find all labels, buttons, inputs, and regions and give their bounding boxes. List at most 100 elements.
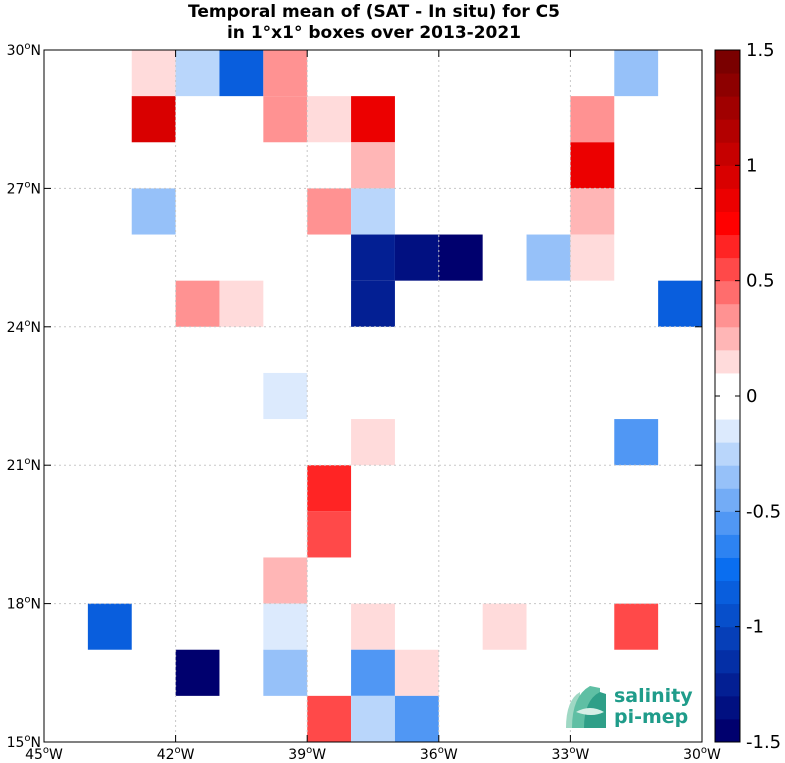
heatmap-cell [351,234,395,281]
x-tick-label: 33oW [552,745,590,763]
colorbar-segment [715,695,740,720]
x-tick-label: 42oW [157,745,195,763]
colorbar-segment [715,557,740,582]
heatmap-cell [394,695,439,742]
heatmap-cell [526,234,571,281]
colorbar-segment [715,649,740,674]
colorbar-segment [715,419,740,443]
colorbar-segment [715,672,740,697]
x-axis: 45oW 42oW 39oW 36oW 33oW 30oW [25,50,721,763]
heatmap-cell [263,603,308,650]
y-tick-label: 18oN [7,595,41,613]
colorbar-tick-label: -0.5 [746,501,781,522]
colorbar: 1.5 1 0.5 0 -0.5 -1 -1.5 [714,40,781,753]
heatmap-cell [219,280,264,327]
logo-text-line-2: pi-mep [614,706,688,728]
colorbar-segment [715,465,740,489]
colorbar-segment [715,119,740,143]
colorbar-tick-label: 0.5 [746,271,775,292]
wave-icon [566,686,606,728]
heatmap-cell [307,511,352,558]
heatmap-cell [351,419,395,466]
data-cells [87,50,702,742]
heatmap-cell [307,695,352,742]
heatmap-cell [263,372,308,420]
colorbar-segment [715,372,740,397]
heatmap-cell [438,234,483,281]
logo-text-line-1: salinity [614,685,693,707]
y-tick-label: 21oN [7,456,41,474]
heatmap-cell [351,142,395,189]
colorbar-segment [715,326,740,351]
y-tick-label: 30oN [7,41,41,59]
colorbar-segment [715,96,740,120]
colorbar-tick-label: 1 [746,155,757,176]
chart-title-line-2: in 1°x1° boxes over 2013-2021 [227,23,521,43]
heatmap-cell [307,96,352,143]
colorbar-segment [715,534,740,558]
colorbar-segment [715,511,740,535]
colorbar-segment [715,603,740,628]
colorbar-segment [715,73,740,97]
colorbar-tick-label: -1 [746,617,764,638]
colorbar-tick-label: -1.5 [746,732,781,753]
y-axis: 15oN 18oN 21oN 24oN 27oN 30oN [7,41,702,751]
heatmap-cell [394,234,439,281]
heatmap-cell [351,695,395,742]
heatmap-cell [351,280,395,327]
heatmap-cell [175,50,220,97]
salinity-pimep-logo: salinity pi-mep [566,685,693,728]
heatmap-cell [263,50,308,97]
colorbar-segment [715,580,740,605]
heatmap-cell [614,419,659,466]
colorbar-segment [715,211,740,236]
colorbar-tick-label: 0 [746,386,757,407]
colorbar-segment [715,303,740,328]
heatmap-cell [131,96,176,143]
heatmap-cell [570,188,615,235]
heatmap-cell [351,188,395,235]
heatmap-cell [175,280,220,327]
heatmap-cell [219,50,264,97]
colorbar-segment [715,718,740,743]
heatmap-cell [175,649,220,696]
heatmap-cell [351,96,395,143]
heatmap-cell [263,649,308,696]
heatmap-cell [263,557,308,604]
x-tick-label: 36oW [420,745,458,763]
colorbar-segment [715,165,740,189]
heatmap-cell [351,649,395,696]
heatmap-cell [307,465,352,512]
colorbar-segment [715,442,740,466]
heatmap-cell [482,603,527,650]
heatmap-cell [351,603,395,650]
x-tick-label: 45oW [25,745,63,763]
heatmap-cell [570,96,615,143]
heatmap-cell [614,50,659,97]
heatmap-cell [131,50,176,97]
colorbar-segment [715,257,740,282]
colorbar-segment [715,188,740,212]
heatmap-cell [263,96,308,143]
chart-title-line-1: Temporal mean of (SAT - In situ) for C5 [188,2,560,22]
heatmap-cell [658,280,702,327]
colorbar-segment [715,349,740,374]
heatmap-cell [614,603,659,650]
y-tick-label: 15oN [7,733,41,751]
heatmap-cell [394,649,439,696]
colorbar-tick-label: 1.5 [746,40,775,61]
colorbar-segment [715,280,740,305]
plot-frame [43,49,703,743]
colorbar-segment [715,626,740,651]
x-tick-label: 30oW [683,745,721,763]
colorbar-segment [715,142,740,166]
heatmap-cell [570,234,615,281]
colorbar-segment [715,396,740,420]
y-tick-label: 24oN [7,318,41,336]
x-tick-label: 39oW [288,745,326,763]
colorbar-segment [715,488,740,512]
y-tick-label: 27oN [7,179,41,197]
heatmap-cell [131,188,176,235]
heatmap-cell [307,188,352,235]
